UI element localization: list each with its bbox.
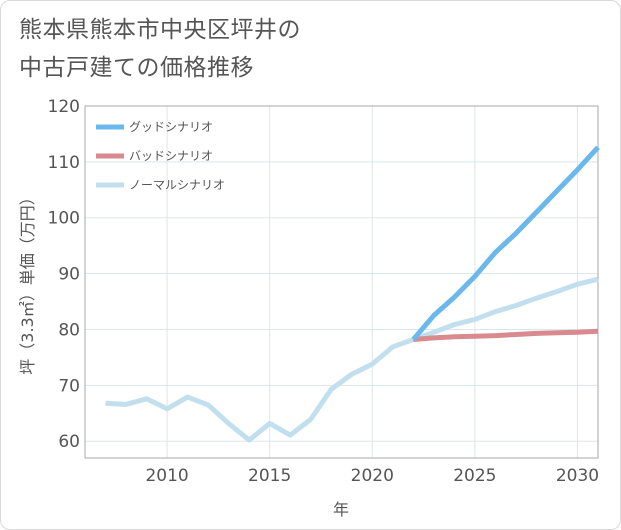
y-tick-label: 80 [58, 320, 80, 340]
legend-label-normal: ノーマルシナリオ [129, 178, 225, 192]
series-line-bad [413, 328, 599, 342]
plot-area-border [84, 105, 599, 459]
y-tick-label: 90 [58, 265, 80, 285]
y-axis-title: 坪（3.3㎡）単価（万円） [18, 189, 37, 374]
x-tick-label: 2030 [556, 466, 599, 486]
chart-title: 熊本県熊本市中央区坪井の 中古戸建ての価格推移 [19, 11, 439, 87]
chart-title-line2: 中古戸建ての価格推移 [19, 55, 254, 81]
x-axis-title: 年 [333, 500, 349, 519]
x-tick-label: 2020 [351, 466, 394, 486]
chart-title-line1: 熊本県熊本市中央区坪井の [19, 17, 301, 43]
y-tick-label: 110 [48, 153, 80, 173]
x-tick-label: 2010 [145, 466, 188, 486]
x-tick-label: 2015 [248, 466, 291, 486]
tick-labels: 60 70 80 90 100 110 120 2010 2015 2020 2025 2030 [48, 97, 600, 486]
y-tick-label: 70 [58, 376, 80, 396]
y-tick-label: 100 [48, 209, 80, 229]
series-line-normal [105, 276, 599, 443]
y-tick-label: 120 [48, 97, 80, 117]
series-layer [105, 145, 600, 443]
y-tick-label: 60 [58, 432, 80, 452]
series-line-good [411, 145, 600, 342]
x-tick-label: 2025 [453, 466, 496, 486]
legend-label-good: グッドシナリオ [129, 120, 213, 134]
legend-label-bad: バッドシナリオ [129, 149, 213, 163]
